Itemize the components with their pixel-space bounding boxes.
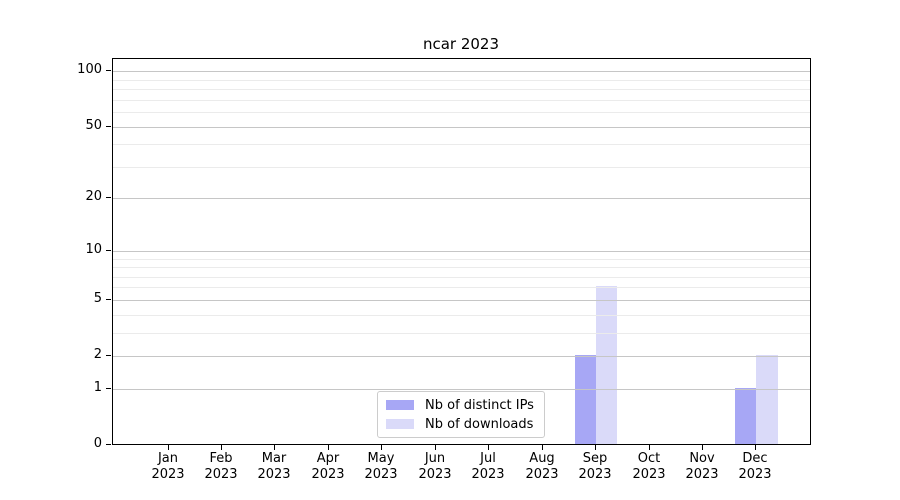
major-gridline <box>113 126 810 128</box>
y-tick-mark <box>106 197 111 198</box>
x-tick-label: Jul 2023 <box>471 451 505 482</box>
major-gridline <box>113 356 810 357</box>
bar-sep-distinct-ips <box>574 355 597 444</box>
x-tick-label: Sep 2023 <box>578 451 612 482</box>
x-tick-mark <box>168 445 169 450</box>
minor-gridline <box>113 166 810 168</box>
x-tick-mark <box>649 445 650 450</box>
minor-gridline <box>113 332 810 334</box>
major-gridline <box>113 250 810 252</box>
bar-dec-distinct-ips <box>735 387 757 444</box>
x-tick-mark <box>221 445 222 450</box>
x-tick-label: Jan 2023 <box>151 451 185 482</box>
y-tick-label: 5 <box>93 291 102 306</box>
y-tick-mark <box>106 70 111 71</box>
x-tick-label: Oct 2023 <box>632 451 666 482</box>
y-tick-mark <box>106 444 111 445</box>
legend-row: Nb of distinct IPs <box>386 397 536 413</box>
x-tick-mark <box>328 445 329 450</box>
bar-dec-downloads <box>756 355 778 444</box>
y-tick-label: 2 <box>93 347 102 362</box>
y-tick-mark <box>106 355 111 356</box>
y-tick-label: 1 <box>93 380 102 395</box>
legend-swatch <box>386 419 414 429</box>
gridlines-layer <box>113 59 810 444</box>
y-tick-label: 10 <box>85 242 102 257</box>
bar-sep-downloads <box>596 286 618 444</box>
x-tick-label: Jun 2023 <box>418 451 452 482</box>
x-tick-mark <box>488 445 489 450</box>
y-tick-mark <box>106 250 111 251</box>
x-tick-mark <box>381 445 382 450</box>
x-tick-label: May 2023 <box>364 451 398 482</box>
minor-gridline <box>113 267 810 268</box>
legend-row: Nb of downloads <box>386 416 536 432</box>
bars-layer <box>113 59 810 444</box>
y-tick-mark <box>106 299 111 300</box>
chart-title: ncar 2023 <box>422 35 500 53</box>
legend: Nb of distinct IPs Nb of downloads <box>377 391 545 438</box>
major-gridline <box>113 299 810 301</box>
minor-gridline <box>113 287 810 289</box>
major-gridline <box>113 71 810 73</box>
x-tick-mark <box>542 445 543 450</box>
x-tick-mark <box>435 445 436 450</box>
minor-gridline <box>113 276 810 278</box>
major-gridline <box>113 198 810 200</box>
y-tick-label: 100 <box>77 62 102 77</box>
minor-gridline <box>113 79 810 81</box>
minor-gridline <box>113 314 810 316</box>
minor-gridline <box>113 89 810 91</box>
major-gridline <box>113 388 810 390</box>
y-tick-label: 20 <box>85 189 102 204</box>
minor-gridline <box>113 258 810 260</box>
x-tick-label: Dec 2023 <box>738 451 772 482</box>
y-tick-mark <box>106 126 111 127</box>
x-tick-mark <box>274 445 275 450</box>
y-tick-mark <box>106 388 111 389</box>
x-tick-label: Nov 2023 <box>685 451 719 482</box>
x-tick-label: Mar 2023 <box>257 451 291 482</box>
legend-label: Nb of distinct IPs <box>425 397 534 413</box>
y-tick-label: 0 <box>93 436 102 451</box>
minor-gridline <box>113 112 810 113</box>
x-tick-mark <box>595 445 596 450</box>
x-tick-mark <box>755 445 756 450</box>
y-tick-label: 50 <box>85 118 102 133</box>
legend-swatch <box>386 400 414 410</box>
minor-gridline <box>113 99 810 101</box>
x-tick-label: Apr 2023 <box>311 451 345 482</box>
x-tick-mark <box>702 445 703 450</box>
legend-label: Nb of downloads <box>425 416 534 432</box>
plot-area <box>112 58 811 445</box>
x-tick-label: Feb 2023 <box>204 451 238 482</box>
x-tick-label: Aug 2023 <box>525 451 559 482</box>
minor-gridline <box>113 144 810 146</box>
